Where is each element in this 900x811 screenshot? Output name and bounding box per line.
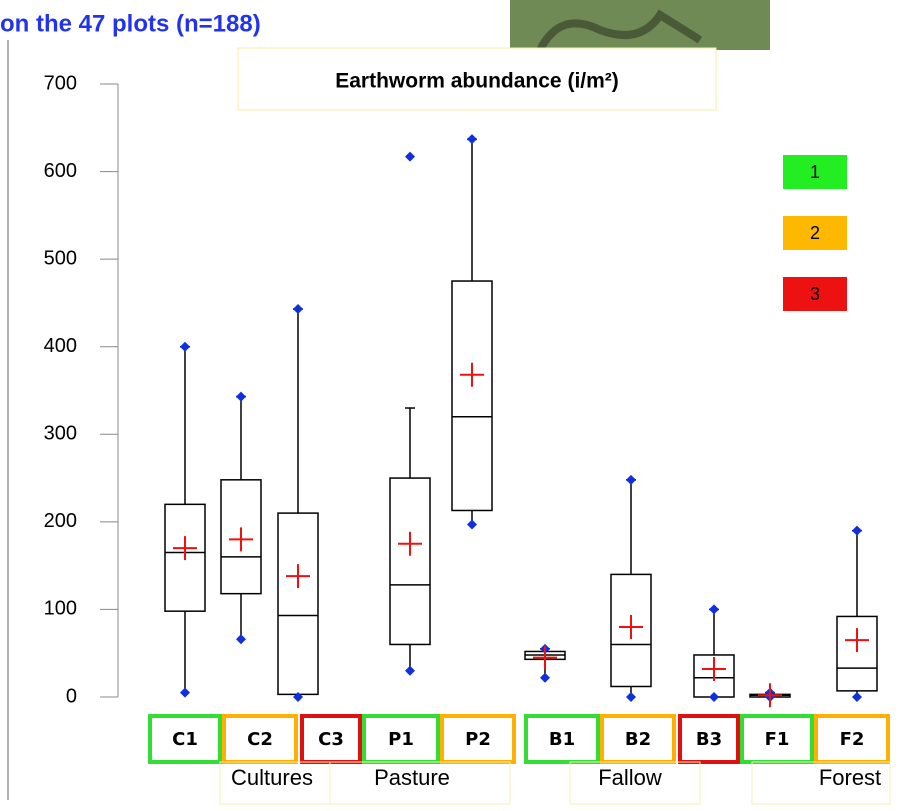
x-tick-label: B2 (625, 729, 651, 750)
y-tick-label: 300 (44, 423, 77, 445)
extreme-point (236, 634, 246, 644)
page: {"header": "on the 47 plots (n=188)", "c… (0, 0, 900, 811)
y-tick-label: 700 (44, 72, 77, 94)
mean-marker (533, 646, 557, 670)
x-tick-label: B1 (549, 729, 575, 750)
legend-label: 3 (810, 284, 820, 304)
mean-marker (758, 683, 782, 707)
x-tick-label: P2 (465, 729, 491, 750)
extreme-point (405, 152, 415, 162)
y-tick-label: 200 (44, 510, 77, 532)
box (837, 616, 877, 690)
legend-label: 1 (810, 162, 820, 182)
extreme-point (180, 342, 190, 352)
x-tick-label: F1 (765, 729, 790, 750)
box (278, 513, 318, 694)
group-label: Forest (819, 765, 881, 790)
chart-title: Earthworm abundance (i/m²) (335, 70, 619, 93)
extreme-point (626, 475, 636, 485)
extreme-point (405, 666, 415, 676)
extreme-point (467, 134, 477, 144)
chart: on the 47 plots (n=188) Earthworm abunda… (0, 0, 900, 806)
legend-label: 2 (810, 223, 820, 243)
extreme-point (852, 692, 862, 702)
group-label: Cultures (231, 765, 313, 790)
box (452, 281, 492, 510)
x-tick-label: C2 (247, 729, 273, 750)
group-label: Fallow (598, 765, 662, 790)
extreme-point (180, 688, 190, 698)
x-tick-label: C1 (172, 729, 198, 750)
y-tick-label: 500 (44, 247, 77, 269)
x-tick-label: P1 (388, 729, 414, 750)
x-tick-label: B3 (696, 729, 722, 750)
x-tick-label: F2 (840, 729, 865, 750)
extreme-point (852, 526, 862, 536)
y-tick-label: 100 (44, 598, 77, 620)
y-tick-label: 600 (44, 160, 77, 182)
extreme-point (709, 604, 719, 614)
extreme-point (236, 392, 246, 402)
box (390, 478, 430, 644)
extreme-point (467, 519, 477, 529)
group-label: Pasture (374, 765, 450, 790)
y-tick-label: 400 (44, 335, 77, 357)
extreme-point (540, 673, 550, 683)
header: on the 47 plots (n=188) (0, 10, 261, 37)
y-tick-label: 0 (66, 685, 77, 707)
x-tick-label: C3 (318, 729, 344, 750)
extreme-point (293, 304, 303, 314)
extreme-point (626, 692, 636, 702)
